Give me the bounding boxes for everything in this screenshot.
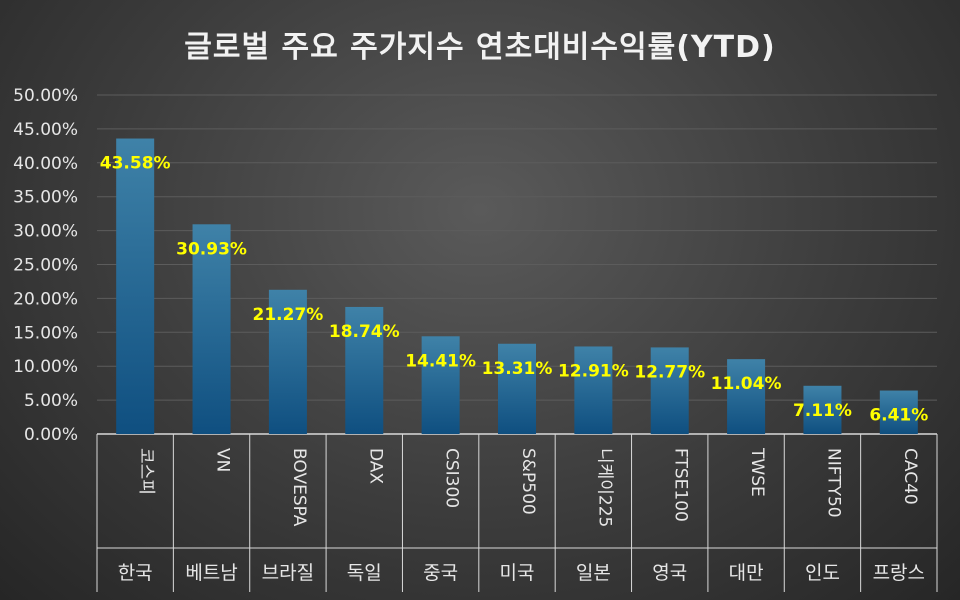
y-tick-label: 30.00% (13, 222, 78, 242)
data-label: 12.77% (634, 362, 705, 382)
bar (345, 306, 384, 434)
bar (727, 359, 766, 434)
data-label: 12.91% (558, 361, 629, 381)
category-label: BOVESPA (289, 448, 309, 527)
country-label: 대만 (729, 562, 764, 584)
bar (879, 390, 918, 434)
category-label: CSI300 (442, 448, 462, 508)
y-tick-label: 35.00% (13, 188, 78, 208)
bar (116, 138, 155, 435)
data-label: 7.11% (793, 401, 852, 421)
country-label: 베트남 (185, 562, 237, 584)
data-label: 6.41% (869, 406, 928, 426)
category-label: S&P500 (518, 448, 538, 515)
data-label: 43.58% (100, 154, 171, 174)
category-label: FTSE100 (671, 448, 691, 522)
y-tick-label: 20.00% (13, 289, 78, 309)
category-label: NIFTY50 (823, 448, 843, 518)
data-label: 18.74% (329, 322, 400, 342)
bar (268, 289, 307, 434)
bar (498, 343, 536, 434)
bar (574, 346, 613, 434)
data-label: 30.93% (176, 239, 247, 259)
country-label: 인도 (805, 562, 840, 584)
country-label: 일본 (576, 562, 611, 584)
category-label: VN (213, 448, 233, 472)
data-label: 21.27% (253, 305, 324, 325)
country-label: 미국 (500, 562, 535, 584)
y-tick-label: 45.00% (13, 120, 78, 140)
category-label: 니케이225 (594, 448, 614, 527)
data-label: 13.31% (482, 359, 553, 379)
country-label: 영국 (652, 562, 687, 584)
bar (650, 347, 689, 434)
category-label: TWSE (747, 447, 767, 497)
country-label: 프랑스 (873, 562, 925, 584)
category-label: CAC40 (900, 448, 920, 505)
data-label: 14.41% (405, 351, 476, 371)
y-tick-label: 50.00% (13, 86, 78, 106)
bar (803, 385, 842, 434)
country-label: 독일 (347, 562, 382, 584)
category-label: 코스피 (136, 448, 156, 495)
bar (192, 224, 231, 434)
y-tick-label: 0.00% (24, 425, 78, 445)
country-label: 브라질 (262, 562, 314, 584)
y-tick-label: 40.00% (13, 154, 78, 174)
data-label: 11.04% (711, 374, 782, 394)
bar (421, 336, 460, 434)
y-tick-label: 10.00% (13, 357, 78, 377)
y-tick-label: 15.00% (13, 323, 78, 343)
chart-title: 글로벌 주요 주가지수 연초대비수익률(YTD) (184, 30, 776, 65)
y-tick-label: 5.00% (24, 391, 78, 411)
category-label: DAX (365, 448, 385, 484)
country-label: 한국 (118, 562, 153, 584)
y-tick-label: 25.00% (13, 256, 78, 276)
country-label: 중국 (423, 562, 458, 584)
